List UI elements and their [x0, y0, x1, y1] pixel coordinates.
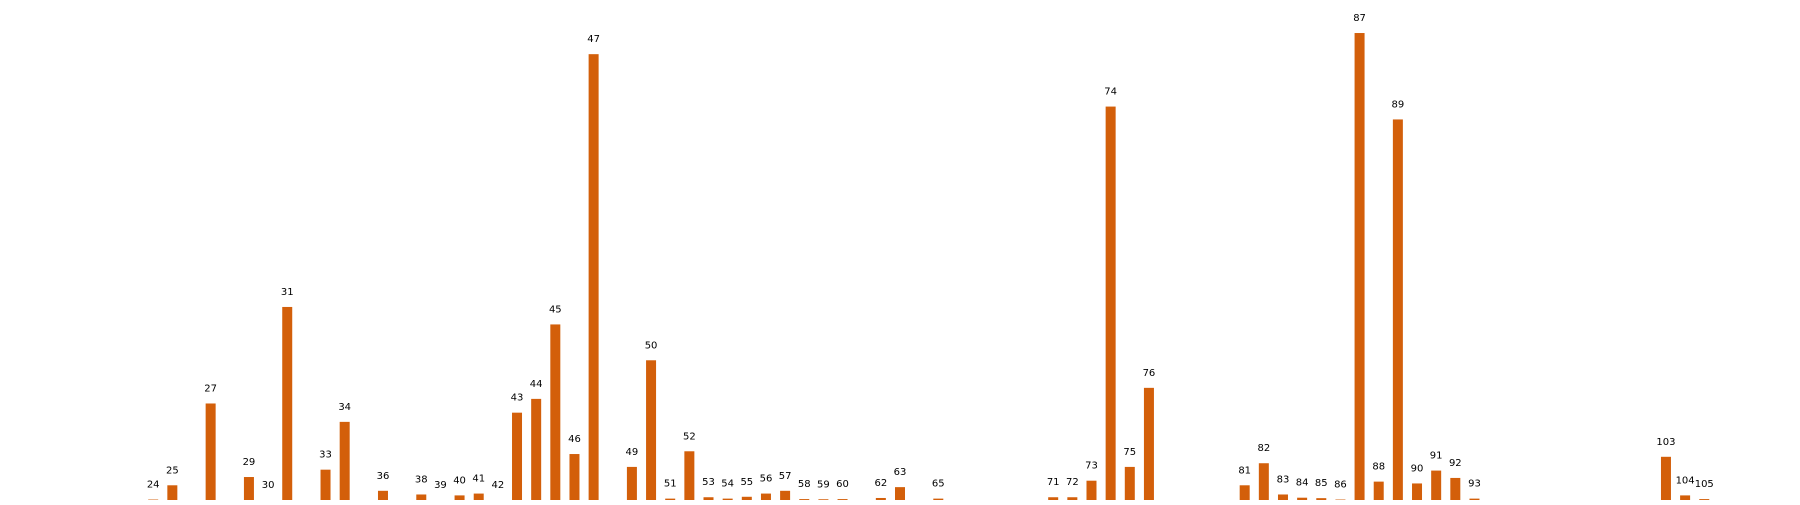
bar-label-52: 52 [683, 431, 696, 442]
bar-label-72: 72 [1066, 477, 1079, 488]
bar-label-30: 30 [262, 480, 275, 491]
bar-103 [1661, 457, 1671, 500]
bar-25 [167, 485, 177, 500]
bar-43 [512, 413, 522, 500]
bar-91 [1431, 471, 1441, 500]
bar-label-38: 38 [415, 474, 428, 485]
bar-57 [780, 491, 790, 500]
bar-label-84: 84 [1296, 478, 1309, 489]
bar-label-92: 92 [1449, 458, 1462, 469]
bar-27 [206, 403, 216, 500]
bar-label-93: 93 [1468, 479, 1481, 490]
bar-label-82: 82 [1257, 443, 1270, 454]
bar-label-75: 75 [1123, 447, 1136, 458]
bar-label-56: 56 [760, 474, 773, 485]
bar-label-55: 55 [740, 477, 753, 488]
bar-41 [474, 494, 484, 500]
bar-label-47: 47 [587, 34, 600, 45]
bar-31 [282, 307, 292, 500]
bar-34 [340, 422, 350, 500]
bar-50 [646, 360, 656, 500]
bar-label-41: 41 [472, 474, 485, 485]
bar-label-50: 50 [645, 340, 658, 351]
bar-90 [1412, 483, 1422, 500]
bar-label-86: 86 [1334, 480, 1347, 491]
bar-label-53: 53 [702, 477, 715, 488]
bar-label-60: 60 [836, 479, 849, 490]
bar-82 [1259, 463, 1269, 500]
bar-label-89: 89 [1392, 99, 1405, 110]
bar-label-33: 33 [319, 450, 332, 461]
bar-52 [684, 451, 694, 500]
bar-label-51: 51 [664, 479, 677, 490]
bar-75 [1125, 467, 1135, 500]
bar-label-76: 76 [1143, 368, 1156, 379]
bar-76 [1144, 388, 1154, 500]
bar-29 [244, 477, 254, 500]
bar-label-46: 46 [568, 434, 581, 445]
bar-label-25: 25 [166, 465, 179, 476]
bar-label-58: 58 [798, 479, 811, 490]
bar-label-103: 103 [1656, 437, 1675, 448]
bar-56 [761, 494, 771, 500]
bar-81 [1240, 485, 1250, 500]
bar-89 [1393, 119, 1403, 500]
bar-label-91: 91 [1430, 451, 1443, 462]
bar-46 [569, 454, 579, 500]
bar-label-24: 24 [147, 480, 160, 491]
bar-label-65: 65 [932, 479, 945, 490]
bar-label-81: 81 [1238, 465, 1251, 476]
bar-label-62: 62 [874, 478, 887, 489]
bar-63 [895, 487, 905, 500]
bar-label-83: 83 [1277, 474, 1290, 485]
bar-label-39: 39 [434, 480, 447, 491]
bar-label-59: 59 [817, 479, 830, 490]
bar-label-42: 42 [492, 480, 505, 491]
bar-49 [627, 467, 637, 500]
bar-label-87: 87 [1353, 13, 1366, 24]
bar-label-27: 27 [204, 383, 217, 394]
bar-label-54: 54 [721, 479, 734, 490]
bar-label-43: 43 [511, 393, 524, 404]
bar-label-74: 74 [1104, 87, 1117, 98]
bar-74 [1106, 107, 1116, 500]
bar-87 [1355, 33, 1365, 500]
bar-label-105: 105 [1695, 479, 1714, 490]
bar-36 [378, 491, 388, 500]
bar-label-31: 31 [281, 287, 294, 298]
bar-label-40: 40 [453, 475, 466, 486]
bar-label-29: 29 [243, 457, 256, 468]
bar-label-34: 34 [338, 402, 351, 413]
bar-33 [321, 470, 331, 500]
bar-104 [1680, 495, 1690, 500]
bar-label-73: 73 [1085, 461, 1098, 472]
bar-label-36: 36 [377, 471, 390, 482]
bar-label-71: 71 [1047, 477, 1060, 488]
bar-92 [1450, 478, 1460, 500]
bar-88 [1374, 482, 1384, 500]
bar-38 [416, 494, 426, 500]
bar-label-90: 90 [1411, 463, 1424, 474]
bar-label-88: 88 [1372, 462, 1385, 473]
bar-45 [550, 324, 560, 500]
bar-label-44: 44 [530, 379, 543, 390]
bar-44 [531, 399, 541, 500]
bar-label-49: 49 [626, 447, 639, 458]
bar-47 [589, 54, 599, 500]
bar-label-45: 45 [549, 304, 562, 315]
bar-40 [455, 495, 465, 500]
bar-label-57: 57 [779, 471, 792, 482]
bar-label-63: 63 [894, 467, 907, 478]
bar-83 [1278, 494, 1288, 500]
bar-label-85: 85 [1315, 478, 1328, 489]
bar-label-104: 104 [1676, 475, 1695, 486]
bar-73 [1086, 481, 1096, 500]
